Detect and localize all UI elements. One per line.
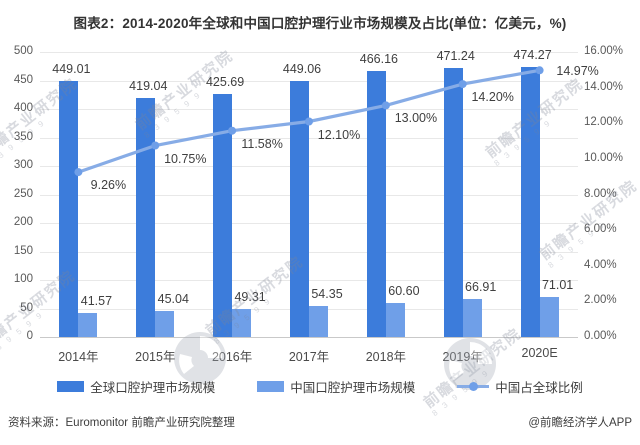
line-point-marker <box>305 117 313 126</box>
china-market-bar <box>385 302 405 337</box>
legend-swatch-global-bar <box>57 381 85 392</box>
legend-swatch-ratio-line <box>457 381 490 392</box>
y-axis-tick-label: 300 <box>13 159 33 171</box>
global-market-bar <box>520 66 540 337</box>
global-bar-value-label: 471.24 <box>436 49 475 64</box>
right-axis-tick-label: 0.00% <box>584 330 617 342</box>
y-axis-tick-label: 450 <box>13 73 33 86</box>
legend-label-china: 中国口腔护理市场规模 <box>290 381 416 395</box>
global-bar-value-label: 474.27 <box>513 47 552 62</box>
global-market-bar <box>136 98 156 337</box>
china-bar-value-label: 49.31 <box>234 289 266 304</box>
right-axis-tick-label: 12.00% <box>584 116 624 129</box>
china-market-bar <box>155 311 175 337</box>
line-point-marker <box>74 168 83 177</box>
gridline <box>40 251 578 253</box>
y-axis-tick-label: 100 <box>13 273 33 285</box>
credit-note: @前瞻经济学人APP <box>528 417 632 429</box>
china-bar-value-label: 41.57 <box>80 294 113 309</box>
ratio-percent-label: 10.75% <box>164 151 207 166</box>
china-market-bar <box>309 306 328 337</box>
right-axis-tick-label: 6.00% <box>584 223 617 236</box>
legend-label-global: 全球口腔护理市场规模 <box>90 381 216 395</box>
china-bar-value-label: 71.01 <box>541 277 574 292</box>
y-axis-tick-label: 0 <box>26 330 33 342</box>
legend-item-global: 全球口腔护理市场规模 <box>57 377 215 396</box>
y-axis-tick-label: 50 <box>20 301 33 314</box>
ratio-percent-label: 11.58% <box>241 136 283 151</box>
gridline <box>40 223 578 224</box>
gridline <box>40 280 578 281</box>
right-axis-tick-label: 10.00% <box>584 151 624 164</box>
gridline <box>40 194 578 196</box>
china-market-bar <box>78 313 98 337</box>
global-bar-value-label: 466.16 <box>359 52 399 67</box>
legend-item-ratio: 中国占全球比例 <box>457 377 583 396</box>
line-point-marker <box>458 80 467 89</box>
gridline <box>40 166 578 167</box>
china-market-bar <box>232 308 252 337</box>
global-bar-value-label: 425.69 <box>205 75 245 90</box>
chart-title: 图表2：2014-2020年全球和中国口腔护理行业市场规模及占比(单位：亿美元，… <box>73 16 567 31</box>
ratio-percent-label: 14.20% <box>471 90 514 105</box>
legend-item-china: 中国口腔护理市场规模 <box>257 377 415 396</box>
gridline <box>40 137 578 139</box>
x-axis-line <box>40 337 578 338</box>
line-point-marker <box>381 101 390 110</box>
legend-label-ratio: 中国占全球比例 <box>495 381 583 395</box>
ratio-percent-label: 9.26% <box>90 178 127 193</box>
ratio-percent-label: 13.00% <box>394 111 438 126</box>
source-note: 资料来源：Euromonitor 前瞻产业研究院整理 <box>8 417 235 429</box>
y-axis-tick-label: 150 <box>13 244 33 257</box>
y-axis-tick-label: 350 <box>13 130 33 143</box>
china-bar-value-label: 45.04 <box>157 292 189 307</box>
y-axis-tick-label: 250 <box>13 187 33 200</box>
ratio-percent-label: 14.97% <box>556 64 599 79</box>
right-axis-tick-label: 8.00% <box>584 187 617 200</box>
line-point-marker <box>535 66 544 75</box>
global-market-bar <box>59 81 79 337</box>
ratio-percent-label: 12.10% <box>317 127 361 142</box>
global-bar-value-label: 449.01 <box>52 62 91 77</box>
x-axis-label: 2017年 <box>288 350 330 364</box>
global-bar-value-label: 419.04 <box>129 79 168 94</box>
y-axis-tick-label: 200 <box>13 216 33 228</box>
gridline <box>40 52 578 53</box>
china-bar-value-label: 66.91 <box>465 279 497 294</box>
china-market-bar <box>462 298 482 337</box>
line-point-marker <box>151 141 160 150</box>
gridline <box>40 109 578 110</box>
x-axis-label: 2015年 <box>135 350 176 364</box>
footer: 资料来源：Euromonitor 前瞻产业研究院整理 @前瞻经济学人APP <box>8 414 632 430</box>
global-market-bar <box>366 71 386 337</box>
x-axis-label: 2018年 <box>365 350 407 364</box>
global-market-bar <box>290 81 309 337</box>
gridline <box>40 80 578 82</box>
china-bar-value-label: 60.60 <box>388 283 420 298</box>
right-axis-tick-label: 2.00% <box>584 294 617 307</box>
global-bar-value-label: 449.06 <box>282 62 322 76</box>
x-axis-label: 2019年 <box>442 350 483 364</box>
legend-line-marker <box>469 382 479 391</box>
y-axis-tick-label: 500 <box>13 45 33 57</box>
y-axis-tick-label: 400 <box>13 102 33 114</box>
global-market-bar <box>213 94 233 337</box>
china-market-bar <box>539 296 559 337</box>
legend-swatch-china-bar <box>257 381 285 392</box>
x-axis-label: 2020E <box>521 346 558 360</box>
x-axis-label: 2016年 <box>211 350 253 364</box>
legend: 全球口腔护理市场规模 中国口腔护理市场规模 中国占全球比例 <box>0 377 640 396</box>
china-bar-value-label: 54.35 <box>311 287 343 301</box>
right-axis-tick-label: 16.00% <box>584 45 624 57</box>
x-axis-label: 2014年 <box>58 350 99 364</box>
global-market-bar <box>443 68 463 337</box>
right-axis-tick-label: 4.00% <box>584 258 617 271</box>
right-axis-tick-label: 14.00% <box>584 80 624 93</box>
line-point-marker <box>228 126 237 135</box>
